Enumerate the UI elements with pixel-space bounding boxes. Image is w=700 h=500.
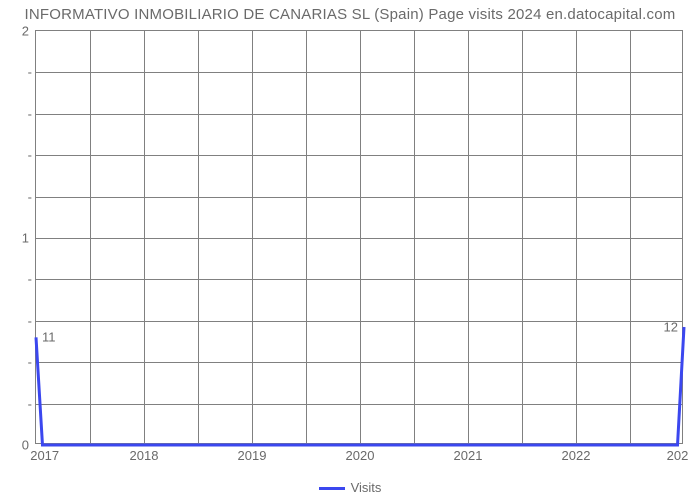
- y-tick-label: 1: [22, 231, 36, 246]
- y-minor-dash: -: [28, 106, 36, 121]
- series-line: [36, 31, 684, 445]
- y-minor-dash: -: [28, 272, 36, 287]
- y-minor-dash: -: [28, 355, 36, 370]
- data-point-label: 11: [42, 330, 56, 345]
- chart-title: INFORMATIVO INMOBILIARIO DE CANARIAS SL …: [0, 6, 700, 23]
- y-minor-dash: -: [28, 65, 36, 80]
- y-tick-label: 2: [22, 24, 36, 39]
- y-minor-dash: -: [28, 148, 36, 163]
- y-minor-dash: -: [28, 396, 36, 411]
- legend-swatch: [319, 487, 345, 490]
- data-point-label: 12: [664, 320, 678, 335]
- y-minor-dash: -: [28, 313, 36, 328]
- legend: Visits: [0, 480, 700, 495]
- legend-label: Visits: [351, 480, 382, 495]
- plot-area: 012--------20172018201920202021202220211…: [35, 30, 683, 444]
- y-minor-dash: -: [28, 189, 36, 204]
